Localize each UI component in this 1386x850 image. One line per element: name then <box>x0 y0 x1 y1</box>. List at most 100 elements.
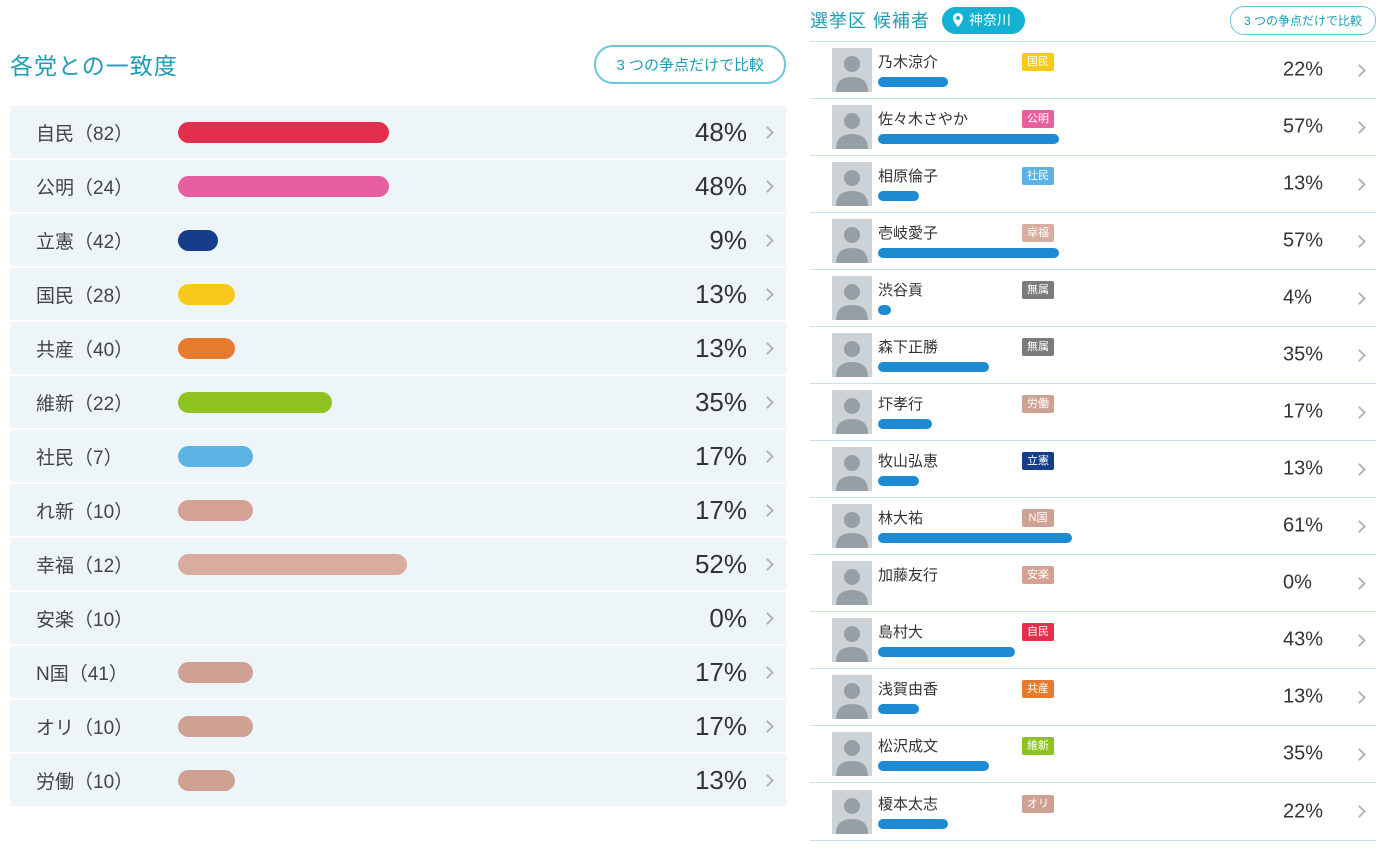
chevron-right-icon <box>761 773 774 787</box>
party-match-percent: 35% <box>694 386 747 417</box>
candidate-info: 島村大 自民 <box>878 623 1138 657</box>
compare-three-issues-button[interactable]: 3 つの争点だけで比較 <box>594 44 786 84</box>
party-match-percent: 17% <box>694 440 747 471</box>
district-candidates-panel: 選挙区 候補者 神奈川 3 つの争点だけで比較 乃木涼介 国民 22% <box>810 0 1376 841</box>
candidate-photo <box>832 276 872 320</box>
candidate-name: 島村大 <box>878 624 924 641</box>
candidate-name: 森下正勝 <box>878 339 939 356</box>
party-bar-track <box>178 445 642 467</box>
candidate-photo <box>832 390 872 434</box>
candidate-name: 松沢成文 <box>878 738 939 755</box>
person-placeholder-icon <box>832 333 872 377</box>
party-row[interactable]: 社民（7） 17% <box>10 430 786 482</box>
candidate-row[interactable]: 渋谷貢 無属 4% <box>810 270 1376 327</box>
candidate-row[interactable]: 浅賀由香 共産 13% <box>810 669 1376 726</box>
candidate-photo <box>832 732 872 776</box>
party-bar-track <box>178 553 642 575</box>
candidate-match-percent: 13% <box>1283 685 1324 708</box>
party-match-percent: 13% <box>694 332 747 363</box>
party-row[interactable]: れ新（10） 17% <box>10 484 786 536</box>
candidate-row[interactable]: 島村大 自民 43% <box>810 612 1376 669</box>
chevron-right-icon <box>1353 747 1366 761</box>
candidate-party-badge: 幸福 <box>1022 224 1054 242</box>
party-name: 幸福（12） <box>36 555 134 577</box>
party-row[interactable]: 幸福（12） 52% <box>10 538 786 590</box>
district-location-label: 神奈川 <box>969 12 1012 28</box>
party-name: 自民（82） <box>36 123 134 145</box>
candidate-name: 浅賀由香 <box>878 681 939 698</box>
candidate-row[interactable]: 圷孝行 労働 17% <box>810 384 1376 441</box>
chevron-right-icon <box>761 179 774 193</box>
candidate-photo <box>832 333 872 377</box>
party-bar-track <box>178 121 642 143</box>
chevron-right-icon <box>761 719 774 733</box>
party-row[interactable]: 国民（28） 13% <box>10 268 786 320</box>
candidate-photo <box>832 105 872 149</box>
party-row[interactable]: 維新（22） 35% <box>10 376 786 428</box>
candidate-row[interactable]: 佐々木さやか 公明 57% <box>810 99 1376 156</box>
party-row[interactable]: 労働（10） 13% <box>10 754 786 806</box>
candidate-photo <box>832 219 872 263</box>
candidate-row[interactable]: 相原倫子 社民 13% <box>810 156 1376 213</box>
chevron-right-icon <box>761 125 774 139</box>
candidate-info: 圷孝行 労働 <box>878 395 1138 429</box>
candidate-photo <box>832 789 872 834</box>
candidate-party-badge: 社民 <box>1022 167 1054 185</box>
candidate-row[interactable]: 榎本太志 オリ 22% <box>810 783 1376 840</box>
candidate-party-badge: N国 <box>1022 509 1054 527</box>
candidate-row[interactable]: 林大祐 N国 61% <box>810 498 1376 555</box>
chevron-right-icon <box>761 611 774 625</box>
candidate-row[interactable]: 加藤友行 安楽 0% <box>810 555 1376 612</box>
party-match-percent: 17% <box>694 494 747 525</box>
candidate-row[interactable]: 牧山弘恵 立憲 13% <box>810 441 1376 498</box>
party-match-bar <box>178 121 389 143</box>
party-bar-track <box>178 175 642 197</box>
party-row[interactable]: 共産（40） 13% <box>10 322 786 374</box>
chevron-right-icon <box>761 287 774 301</box>
party-match-percent: 17% <box>694 656 747 687</box>
party-match-bar <box>178 499 253 521</box>
chevron-right-icon <box>761 233 774 247</box>
party-name: 維新（22） <box>36 393 134 415</box>
candidate-row[interactable]: 乃木涼介 国民 22% <box>810 42 1376 99</box>
party-list: 自民（82） 48% 公明（24） 48% 立憲（42） 9% 国民（28） 1… <box>10 106 786 806</box>
district-location-badge[interactable]: 神奈川 <box>942 6 1026 34</box>
candidate-party-badge: 無属 <box>1022 281 1054 299</box>
candidate-match-percent: 61% <box>1283 514 1324 537</box>
party-row[interactable]: 安楽（10） 0% <box>10 592 786 644</box>
candidate-row[interactable]: 壱岐愛子 幸福 57% <box>810 213 1376 270</box>
candidate-list: 乃木涼介 国民 22% 佐々木さやか 公明 57% <box>810 41 1376 841</box>
candidate-info: 牧山弘恵 立憲 <box>878 452 1138 486</box>
compare-three-issues-button-candidates[interactable]: 3 つの争点だけで比較 <box>1229 5 1376 35</box>
candidate-name: 牧山弘恵 <box>878 453 939 470</box>
candidate-row[interactable]: 森下正勝 無属 35% <box>810 327 1376 384</box>
candidate-party-badge: 立憲 <box>1022 452 1054 470</box>
party-match-bar <box>178 715 253 737</box>
candidate-match-bar <box>878 77 948 87</box>
person-placeholder-icon <box>832 447 872 491</box>
candidate-party-badge: 労働 <box>1022 395 1054 413</box>
party-row[interactable]: 立憲（42） 9% <box>10 214 786 266</box>
person-placeholder-icon <box>832 162 872 206</box>
candidate-photo <box>832 504 872 548</box>
chevron-right-icon <box>1353 633 1366 647</box>
candidate-info: 佐々木さやか 公明 <box>878 110 1138 144</box>
chevron-right-icon <box>1353 120 1366 134</box>
party-match-percent: 13% <box>694 278 747 309</box>
party-row[interactable]: 公明（24） 48% <box>10 160 786 212</box>
candidate-photo <box>832 561 872 605</box>
candidate-party-badge: 維新 <box>1022 737 1054 755</box>
candidate-match-bar <box>878 533 1072 543</box>
party-match-bar <box>178 445 253 467</box>
candidate-row[interactable]: 松沢成文 維新 35% <box>810 726 1376 783</box>
candidate-name: 林大祐 <box>878 510 924 527</box>
party-row[interactable]: N国（41） 17% <box>10 646 786 698</box>
party-name: れ新（10） <box>36 501 134 523</box>
chevron-right-icon <box>761 665 774 679</box>
candidate-match-percent: 57% <box>1283 115 1324 138</box>
candidate-match-percent: 57% <box>1283 229 1324 252</box>
party-row[interactable]: オリ（10） 17% <box>10 700 786 752</box>
candidate-photo <box>832 675 872 719</box>
party-row[interactable]: 自民（82） 48% <box>10 106 786 158</box>
candidate-party-badge: 国民 <box>1022 53 1054 71</box>
